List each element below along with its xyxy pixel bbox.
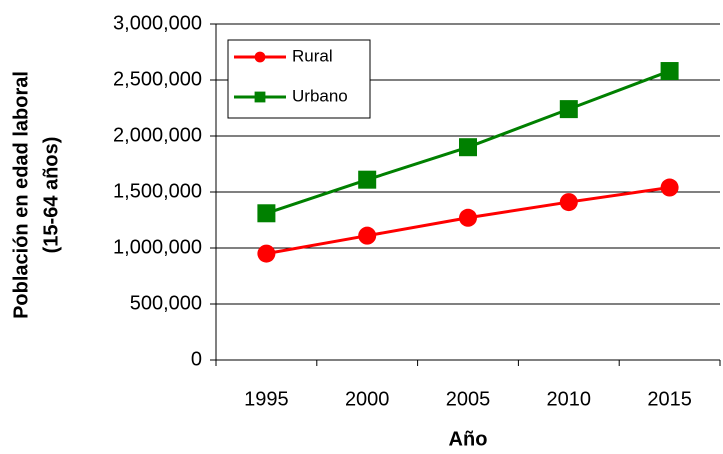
y-tick-label: 500,000 (130, 292, 202, 314)
marker (459, 138, 477, 157)
marker (257, 244, 276, 263)
y-tick-label: 1,500,000 (113, 180, 202, 202)
marker (254, 51, 266, 63)
y-tick-label: 3,000,000 (113, 12, 202, 34)
y-axis-label: Población en edad laboral (10, 71, 32, 319)
legend-box (227, 39, 371, 119)
x-tick-label: 2000 (345, 388, 390, 410)
y-tick-label: 0 (191, 348, 202, 370)
legend-label: Rural (292, 46, 333, 65)
x-tick-label: 1995 (244, 388, 289, 410)
x-tick-label: 2015 (647, 388, 692, 410)
x-axis-label: Año (449, 428, 488, 450)
marker (358, 170, 377, 189)
legend-label: Urbano (292, 86, 348, 105)
marker (660, 62, 679, 81)
marker (254, 91, 266, 103)
y-tick-label: 1,000,000 (113, 236, 202, 258)
marker (358, 226, 377, 245)
x-tick-label: 2005 (446, 388, 491, 410)
y-axis-label: (15-64 años) (40, 137, 62, 254)
marker (559, 193, 578, 212)
y-tick-label: 2,500,000 (113, 68, 202, 90)
x-tick-label: 2010 (547, 388, 592, 410)
marker (660, 178, 679, 197)
y-tick-label: 2,000,000 (113, 124, 202, 146)
marker (459, 208, 477, 227)
marker (257, 204, 276, 223)
marker (559, 100, 578, 119)
